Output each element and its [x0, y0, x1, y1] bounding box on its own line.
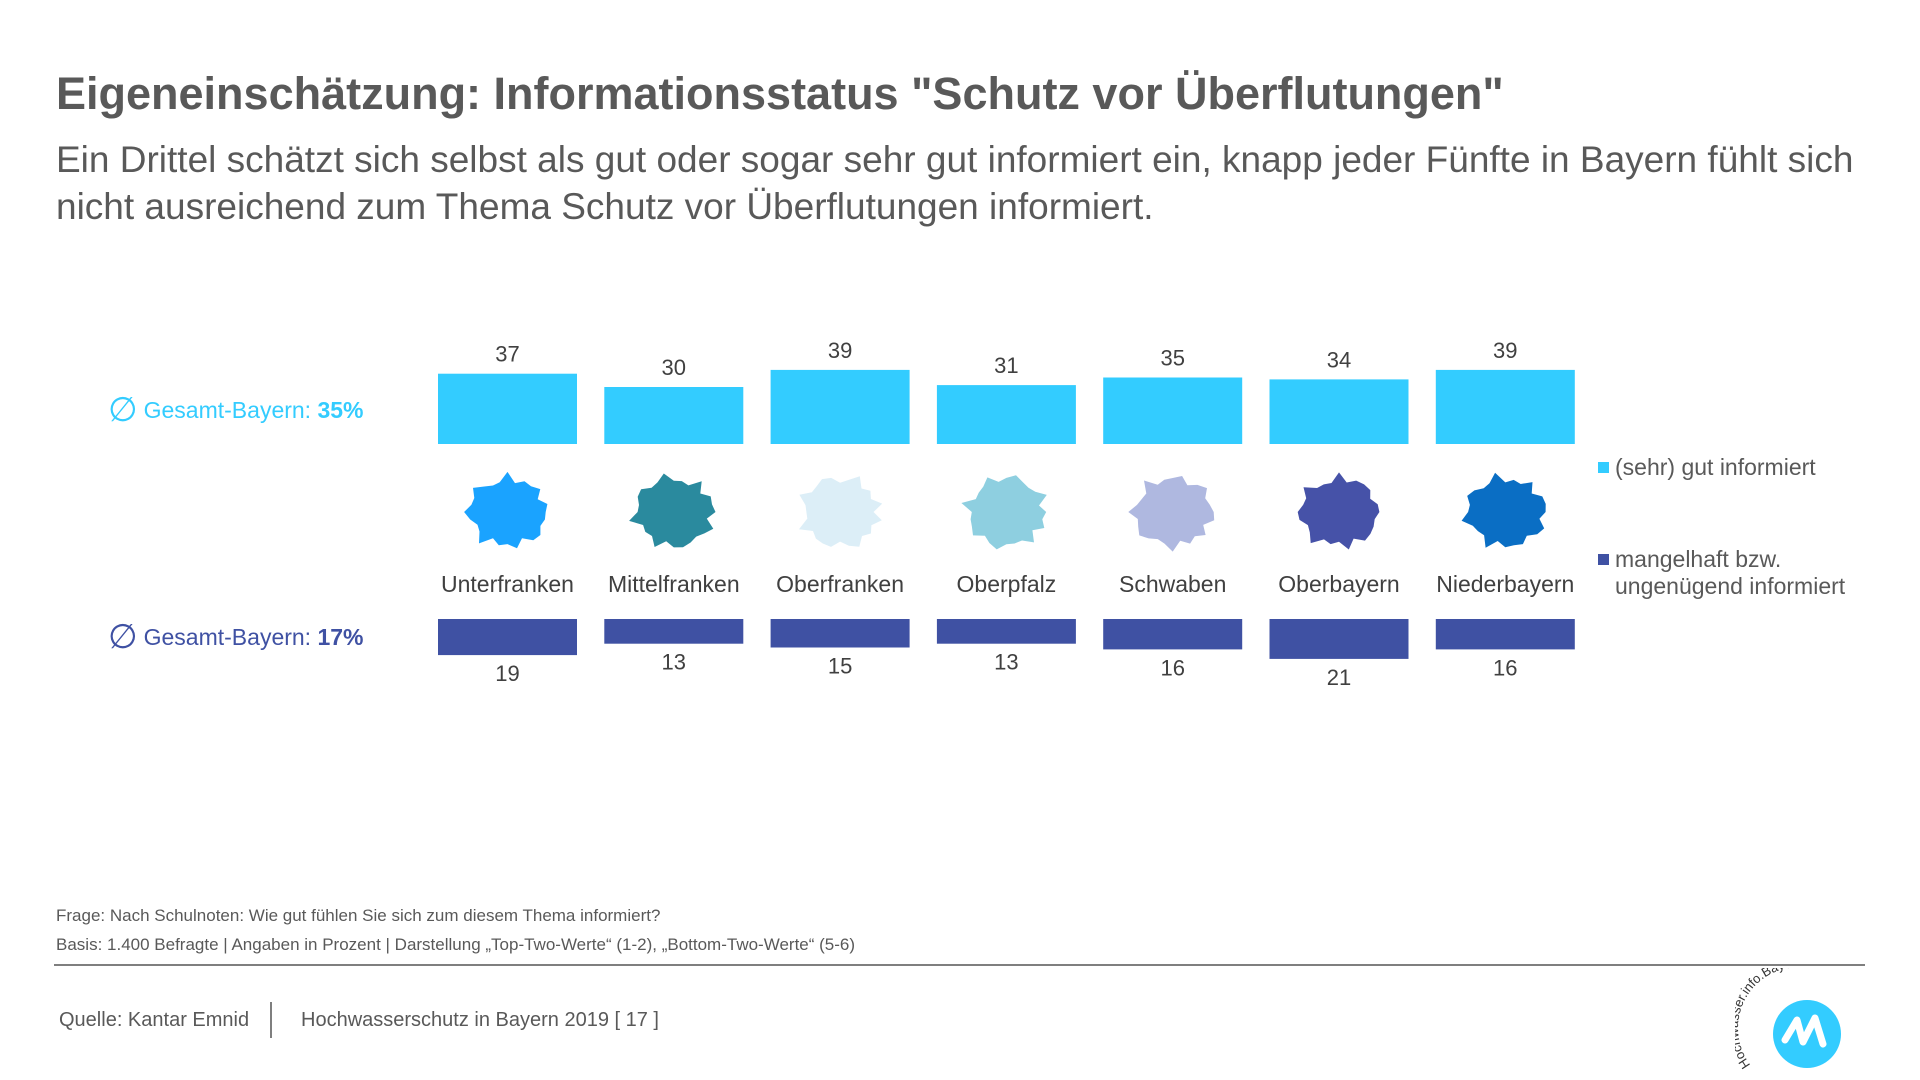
- bar-good-4: [1103, 377, 1243, 444]
- region-map-1: [629, 473, 716, 548]
- footer-source: Quelle: Kantar Emnid: [59, 1009, 250, 1031]
- legend-swatch-poor: [1598, 554, 1609, 565]
- average-poor-value: 17%: [317, 624, 364, 650]
- average-symbol: ∅: [108, 391, 138, 429]
- bar-poor-5: [1269, 619, 1409, 659]
- region-map-4: [1128, 476, 1215, 552]
- legend-item-poor: mangelhaft bzw. ungenügend informiert: [1598, 546, 1875, 600]
- hochwasser-info-bayern-logo: Hochwasser.info.Bayern: [1735, 968, 1841, 1072]
- value-label-good-0: 37: [495, 342, 519, 367]
- bar-good-6: [1435, 369, 1575, 444]
- category-label-2: Oberfranken: [776, 571, 904, 597]
- value-label-poor-2: 15: [828, 654, 852, 679]
- average-good-label: ∅ Gesamt-Bayern: 35%: [108, 390, 364, 430]
- bar-good-2: [770, 369, 910, 444]
- average-good-value: 35%: [317, 397, 364, 423]
- legend-item-good: (sehr) gut informiert: [1598, 454, 1875, 481]
- bar-poor-2: [770, 619, 910, 648]
- category-label-5: Oberbayern: [1278, 571, 1399, 597]
- bar-poor-1: [604, 619, 744, 644]
- average-good-text: Gesamt-Bayern:: [143, 397, 312, 423]
- bar-poor-6: [1435, 619, 1575, 650]
- bar-poor-4: [1103, 619, 1243, 650]
- category-label-1: Mittelfranken: [608, 571, 740, 597]
- footer-publication: Hochwasserschutz in Bayern 2019 [ 17 ]: [301, 1009, 659, 1031]
- bar-good-5: [1269, 379, 1409, 444]
- value-label-good-3: 31: [994, 353, 1018, 378]
- legend-swatch-good: [1598, 462, 1609, 473]
- value-label-poor-6: 16: [1493, 655, 1517, 680]
- regional-bar-chart: 37 19 Unterfranken 30 13 Mittelfranken 39 15 Obe…: [438, 338, 1575, 690]
- average-poor-label: ∅ Gesamt-Bayern: 17%: [108, 617, 364, 657]
- region-map-5: [1297, 472, 1380, 550]
- value-label-good-6: 39: [1493, 338, 1517, 363]
- footer-question: Frage: Nach Schulnoten: Wie gut fühlen S…: [56, 906, 661, 925]
- value-label-good-5: 34: [1327, 347, 1351, 372]
- bar-good-1: [604, 387, 744, 444]
- region-map-2: [799, 476, 883, 547]
- page-title: Eigeneinschätzung: Informationsstatus "S…: [56, 68, 1504, 119]
- value-label-poor-3: 13: [994, 650, 1018, 675]
- value-label-good-1: 30: [662, 355, 686, 380]
- value-label-good-2: 39: [828, 338, 852, 363]
- footer-divider: [54, 964, 1865, 966]
- logo-wave-icon: [1781, 1014, 1827, 1048]
- legend-label-good: (sehr) gut informiert: [1615, 454, 1816, 480]
- category-label-0: Unterfranken: [441, 571, 574, 597]
- category-label-6: Niederbayern: [1436, 571, 1574, 597]
- average-poor-text: Gesamt-Bayern:: [143, 624, 312, 650]
- region-map-3: [961, 475, 1047, 550]
- region-map-6: [1461, 472, 1546, 548]
- bar-good-0: [438, 373, 577, 444]
- footer-separator: [270, 1002, 272, 1038]
- bar-good-3: [936, 385, 1076, 444]
- value-label-poor-1: 13: [662, 650, 686, 675]
- value-label-good-4: 35: [1160, 346, 1184, 371]
- category-label-4: Schwaben: [1119, 571, 1226, 597]
- region-map-0: [464, 471, 548, 549]
- value-label-poor-0: 19: [495, 661, 519, 686]
- category-label-3: Oberpfalz: [957, 571, 1057, 597]
- bar-poor-3: [936, 619, 1076, 644]
- bar-poor-0: [438, 619, 577, 656]
- average-symbol: ∅: [108, 618, 138, 656]
- legend-label-poor: mangelhaft bzw. ungenügend informiert: [1615, 546, 1846, 599]
- page-subtitle: Ein Drittel schätzt sich selbst als gut …: [56, 139, 1854, 227]
- footer-basis: Basis: 1.400 Befragte | Angaben in Proze…: [56, 935, 856, 954]
- value-label-poor-5: 21: [1327, 665, 1351, 690]
- value-label-poor-4: 16: [1160, 655, 1184, 680]
